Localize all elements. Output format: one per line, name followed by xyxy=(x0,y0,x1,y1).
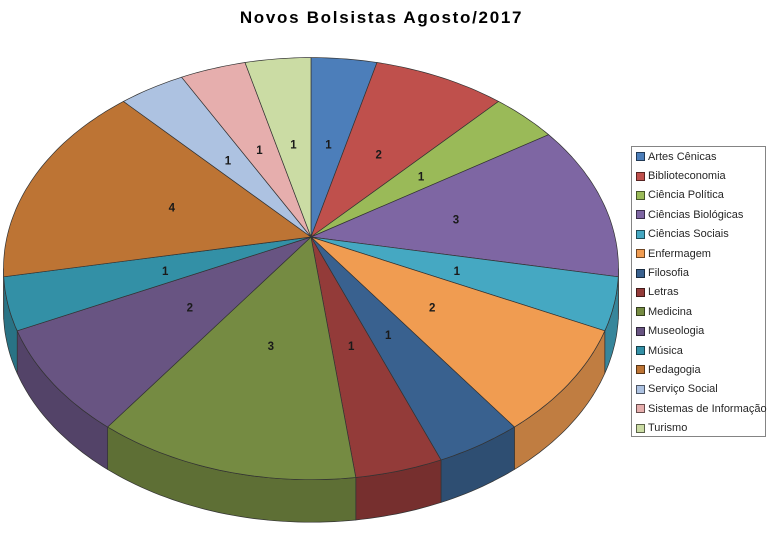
svg-text:2: 2 xyxy=(429,302,435,314)
svg-text:1: 1 xyxy=(454,266,461,278)
svg-text:1: 1 xyxy=(385,330,392,342)
svg-text:1: 1 xyxy=(418,171,425,183)
svg-text:4: 4 xyxy=(169,203,176,215)
svg-text:2: 2 xyxy=(375,150,381,162)
svg-text:1: 1 xyxy=(325,139,332,151)
svg-text:1: 1 xyxy=(256,145,263,157)
svg-text:2: 2 xyxy=(187,302,193,314)
svg-text:1: 1 xyxy=(225,156,232,168)
svg-text:3: 3 xyxy=(268,341,274,353)
svg-text:1: 1 xyxy=(162,266,169,278)
svg-text:3: 3 xyxy=(453,214,459,226)
svg-text:1: 1 xyxy=(348,341,355,353)
svg-text:1: 1 xyxy=(290,139,297,151)
